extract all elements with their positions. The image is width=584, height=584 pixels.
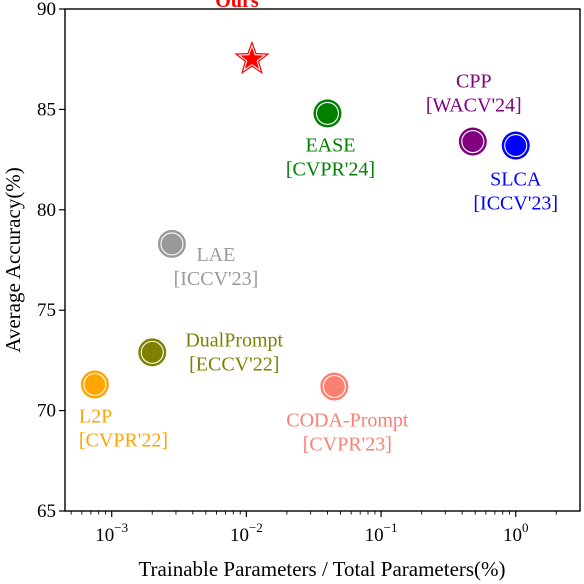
- label-lae-venue: [ICCV'23]: [174, 268, 259, 290]
- point-l2p-ring: [83, 372, 107, 397]
- label-ours-name: Ours: [215, 0, 259, 12]
- point-ours-inner: [237, 44, 267, 72]
- y-tick-label: 80: [37, 200, 56, 221]
- label-ease-venue: [CVPR'24]: [286, 158, 375, 180]
- label-slca-name: SLCA: [490, 169, 542, 191]
- point-ours: [234, 40, 270, 75]
- point-ease-ring: [315, 101, 340, 125]
- label-lae-name: LAE: [196, 244, 235, 266]
- label-cpp-venue: [WACV'24]: [426, 95, 522, 117]
- point-coda-ring: [322, 374, 346, 399]
- label-coda-name: CODA-Prompt: [286, 410, 409, 432]
- label-coda-venue: [CVPR'23]: [303, 434, 392, 456]
- point-ease: [313, 99, 342, 128]
- label-l2p-name: L2P: [79, 405, 112, 427]
- x-tick-label: 10−3: [95, 520, 128, 546]
- x-tick-label: 100: [503, 520, 529, 546]
- point-lae: [157, 229, 186, 258]
- point-slca-ring: [504, 133, 528, 158]
- y-tick-label: 70: [37, 401, 56, 422]
- y-tick-label: 75: [37, 300, 56, 321]
- point-coda: [320, 372, 349, 401]
- point-dualprompt: [138, 338, 167, 367]
- y-tick-label: 65: [37, 501, 56, 522]
- y-tick-label: 90: [37, 0, 56, 20]
- y-tick-label: 85: [37, 99, 56, 120]
- label-cpp-name: CPP: [456, 71, 492, 93]
- point-lae-ring: [160, 232, 184, 256]
- point-l2p: [80, 370, 109, 399]
- x-axis-label: Trainable Parameters / Total Parameters(…: [138, 557, 505, 581]
- x-tick-label: 10−1: [365, 520, 398, 546]
- label-dualprompt-name: DualPrompt: [185, 329, 283, 351]
- label-l2p-venue: [CVPR'22]: [79, 429, 168, 451]
- y-axis-label: Average Accuracy(%): [1, 167, 25, 353]
- label-slca-venue: [ICCV'23]: [473, 193, 558, 215]
- x-tick-label: 10−2: [230, 520, 263, 546]
- label-ease-name: EASE: [305, 134, 355, 156]
- point-cpp-ring: [461, 129, 485, 154]
- point-dualprompt-ring: [140, 340, 164, 364]
- label-dualprompt-venue: [ECCV'22]: [189, 353, 279, 375]
- point-cpp: [458, 127, 487, 156]
- point-slca: [501, 131, 530, 160]
- plot-frame: [64, 8, 581, 512]
